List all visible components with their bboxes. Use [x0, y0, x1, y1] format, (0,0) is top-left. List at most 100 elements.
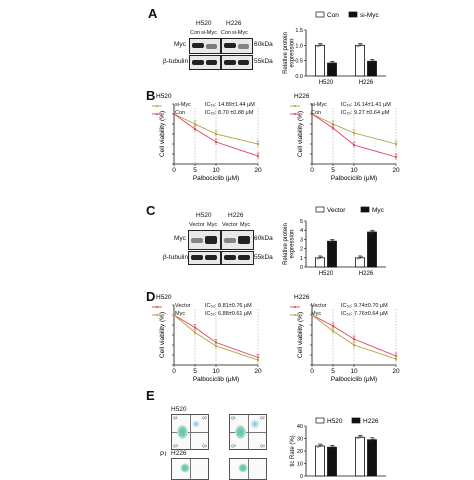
y-tick-label: 0.0: [295, 74, 303, 80]
x-tick-label: 5: [193, 167, 197, 174]
data-dot: [356, 257, 360, 260]
legend-swatch: [315, 11, 325, 18]
y-axis-label: tic Rate (%): [290, 435, 296, 466]
chart-title: H226: [294, 294, 310, 301]
legend-swatch: [360, 206, 370, 213]
data-dot: [372, 437, 376, 441]
bar: [367, 231, 377, 268]
x-tick-label: 20: [254, 368, 262, 375]
blot-c-lane-4: Myc: [240, 222, 251, 228]
blot-c-myc-h226: [221, 230, 254, 250]
legend-label: Con: [327, 12, 339, 19]
data-dot: [328, 240, 332, 244]
series-line: [173, 113, 259, 145]
y-axis-label: Cell viability (%): [159, 111, 166, 157]
legend-marker: [294, 113, 296, 115]
x-category-label: H226: [359, 80, 374, 86]
legend-label: Vector: [327, 207, 346, 214]
y-axis-label: Relative proteinexpression: [283, 223, 296, 265]
data-dot: [328, 446, 332, 450]
data-point: [256, 358, 260, 362]
y-tick-label: 4: [300, 228, 303, 234]
y-tick-label: 40: [297, 424, 303, 430]
series-line: [173, 113, 259, 157]
blot-a-myc-h226: [221, 38, 253, 54]
b-right-legend-label-1: si-Myc: [311, 102, 327, 108]
flow-q2: Q2: [260, 416, 265, 420]
data-point: [352, 143, 356, 147]
flow-y-label: PI: [160, 451, 167, 458]
x-category-label: H520: [319, 80, 334, 86]
y-tick-label: 10: [297, 462, 303, 468]
legend-label: si-Myc: [360, 12, 380, 19]
chart-b-left: H520 0 5 10 20 Palbociclib (μM) Cell viability…: [152, 93, 262, 182]
x-tick-label: 10: [212, 167, 220, 174]
y-axis-label: Cell viability (%): [297, 312, 304, 358]
y-tick-label: 1.5: [295, 28, 303, 34]
flow-plot-h226-2: [229, 458, 267, 480]
legend-marker: [156, 113, 158, 115]
blot-a-row-label-2: β-tubulin: [163, 58, 189, 65]
legend-marker: [156, 306, 158, 308]
y-tick-label: 0: [300, 474, 303, 480]
blot-c-lane-2: Myc: [207, 222, 218, 228]
panel-letter-a: A: [148, 6, 158, 21]
chart-d-left: H520 0 5 10 20 Palbociclib (μM) Cell viability…: [152, 294, 262, 383]
data-dot: [356, 436, 360, 440]
y-axis-label: Cell viability (%): [159, 312, 166, 358]
y-tick-label: 0.5: [295, 59, 303, 65]
x-axis-label: Palbociclib (μM): [331, 376, 377, 383]
data-dot: [318, 44, 322, 47]
y-tick-label: 3: [300, 237, 303, 243]
blot-a-size-2: 55kDa: [254, 58, 273, 65]
data-dot: [332, 445, 336, 448]
b-left-ic50-2: IC₅₀: 8.70 ±0.88 μM: [205, 110, 254, 116]
blot-a-lane-4: si-Myc: [232, 30, 248, 36]
x-tick-label: 0: [310, 167, 314, 174]
data-dot: [330, 62, 334, 65]
blot-c-size-2: 55kDa: [254, 254, 273, 261]
bar: [315, 257, 325, 268]
data-dot: [370, 230, 374, 234]
bar: [355, 436, 365, 477]
chart-d-right: H226 0 5 10 20 Palbociclib (μM) Cell viability…: [290, 294, 400, 383]
flow-q1: Q1: [173, 416, 178, 420]
data-point: [214, 344, 218, 348]
x-tick-label: 5: [193, 368, 197, 375]
x-tick-label: 0: [310, 368, 314, 375]
blot-c-row-label-2: β-tubulin: [163, 254, 189, 261]
blot-c-lane-3: Vector: [222, 222, 238, 228]
chart-b-right: H226 0 5 10 20 Palbociclib (μM) Cell viability…: [290, 93, 400, 182]
data-point: [214, 132, 218, 136]
blot-c-cellline-1: H520: [196, 212, 212, 219]
blot-a-row-label-1: Myc: [174, 41, 186, 48]
chart-title: H226: [294, 93, 310, 100]
blot-c-row-label-1: Myc: [174, 235, 186, 242]
series-line: [173, 314, 259, 361]
y-tick-label: 0: [300, 265, 303, 271]
blot-a-lane-2: si-Myc: [201, 30, 217, 36]
series-line: [311, 113, 397, 158]
flow-q2: Q2: [202, 416, 207, 420]
data-point: [331, 324, 335, 328]
data-point: [193, 331, 197, 334]
data-dot: [318, 444, 322, 448]
data-point: [352, 131, 356, 135]
data-point: [193, 122, 197, 126]
bar: [367, 439, 377, 477]
legend-marker: [294, 314, 296, 316]
series-line: [311, 113, 397, 145]
x-tick-label: 5: [331, 167, 335, 174]
y-tick-label: 30: [297, 437, 303, 443]
data-point: [394, 155, 398, 159]
x-tick-label: 5: [331, 368, 335, 375]
bar: [327, 62, 337, 77]
y-tick-label: 5: [300, 219, 303, 225]
data-point: [310, 112, 314, 116]
data-point: [394, 357, 398, 361]
flow-plot-h226-1: [171, 458, 209, 480]
d-left-ic50-2: IC₅₀: 6.88±0.61 μM: [205, 311, 252, 317]
bar: [315, 44, 325, 77]
